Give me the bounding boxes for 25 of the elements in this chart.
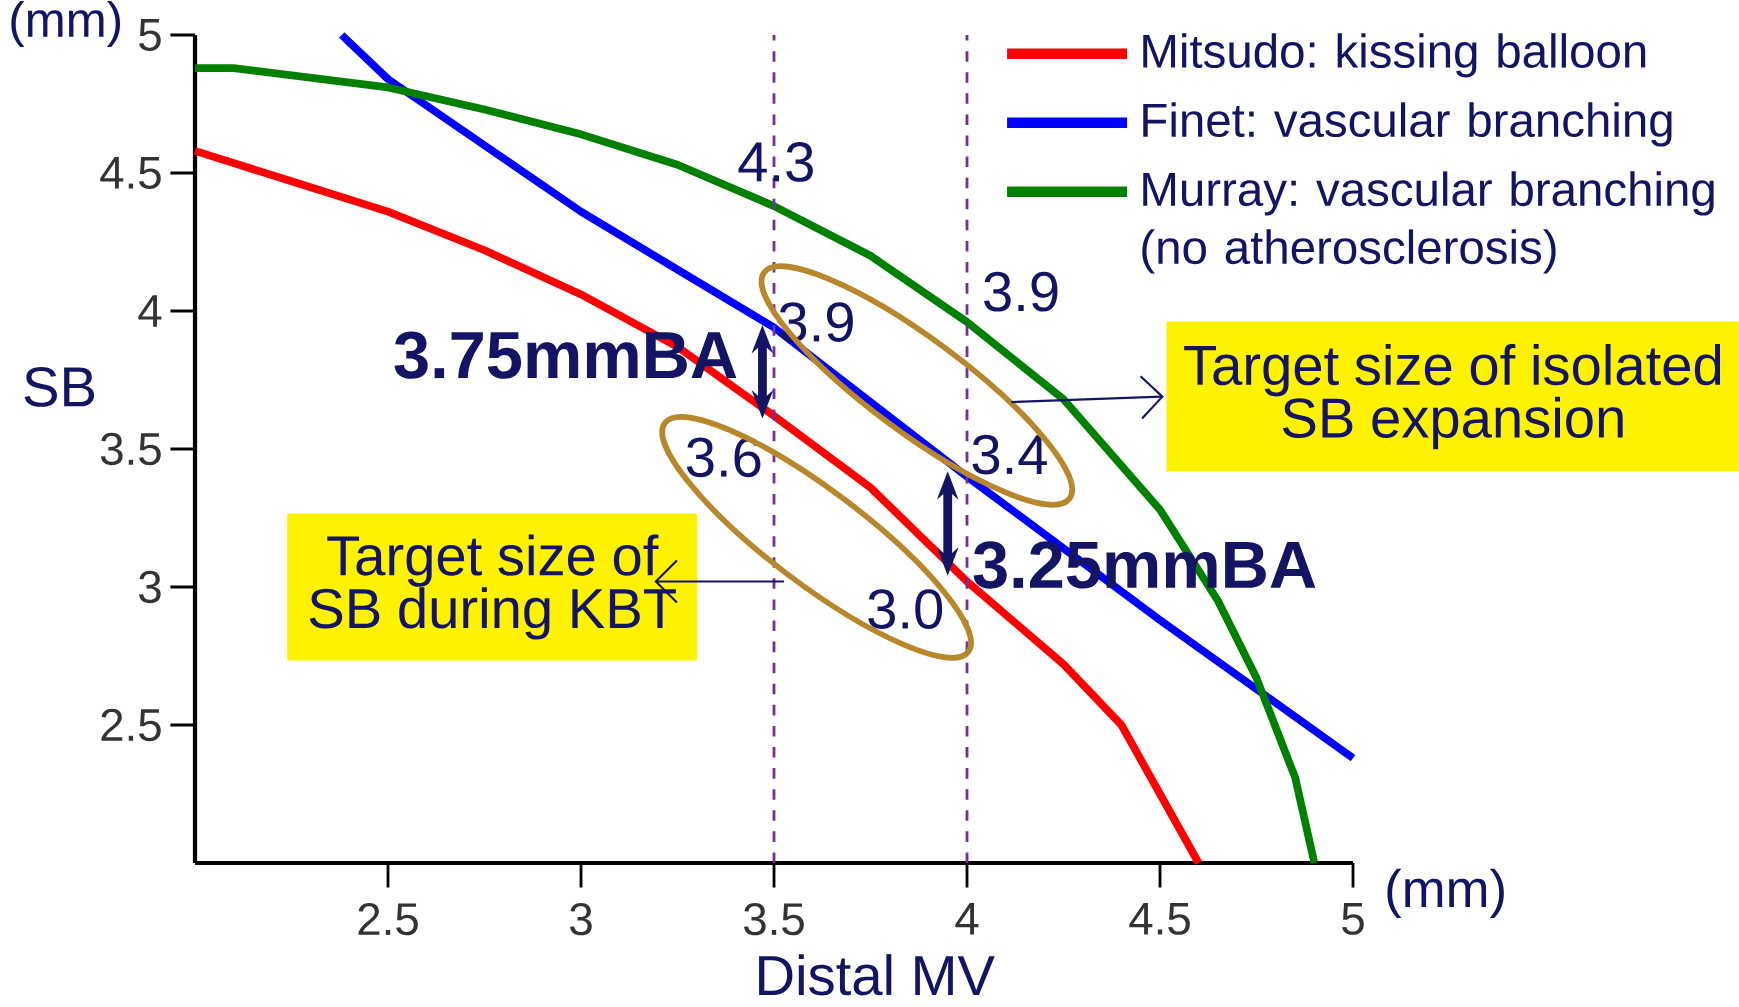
x-tick-label: 2.5: [358, 902, 418, 936]
y-tick-label: 3.5: [100, 432, 161, 466]
y-axis-title: SB: [24, 367, 95, 407]
y-tick-label: 4.5: [100, 157, 161, 189]
x-tick-label: 3.5: [744, 902, 804, 936]
y-tick-label: 2.5: [101, 708, 161, 742]
annotation: 4.3: [738, 142, 813, 182]
annotation: Target size of isolated SB expansion: [1184, 344, 1721, 450]
x-axis-title: Distal MV: [759, 954, 995, 996]
y-tick-label: 3: [139, 570, 161, 604]
legend-label: Murray: vascular branching (no atherosclerosis): [1142, 171, 1714, 274]
y-tick-label: 5: [139, 19, 161, 51]
text: (mm): [11, 1, 121, 47]
annotation: 3.0: [868, 589, 943, 629]
x-tick-label: 4: [955, 902, 979, 935]
text: (mm): [1387, 868, 1504, 918]
x-tick-label: 3: [570, 902, 592, 936]
annotation: 3.4: [972, 434, 1047, 475]
y-tick-label: 4: [138, 295, 162, 327]
x-tick-label: 4.5: [1129, 902, 1190, 935]
x-tick-label: 5: [1342, 902, 1364, 935]
legend-label: Mitsudo: kissing balloon: [1143, 33, 1646, 78]
legend-label: Finet: vascular branching: [1143, 102, 1672, 147]
annotation: Target size of SB during KBT: [309, 534, 676, 640]
annotation: 3.9: [984, 271, 1058, 312]
